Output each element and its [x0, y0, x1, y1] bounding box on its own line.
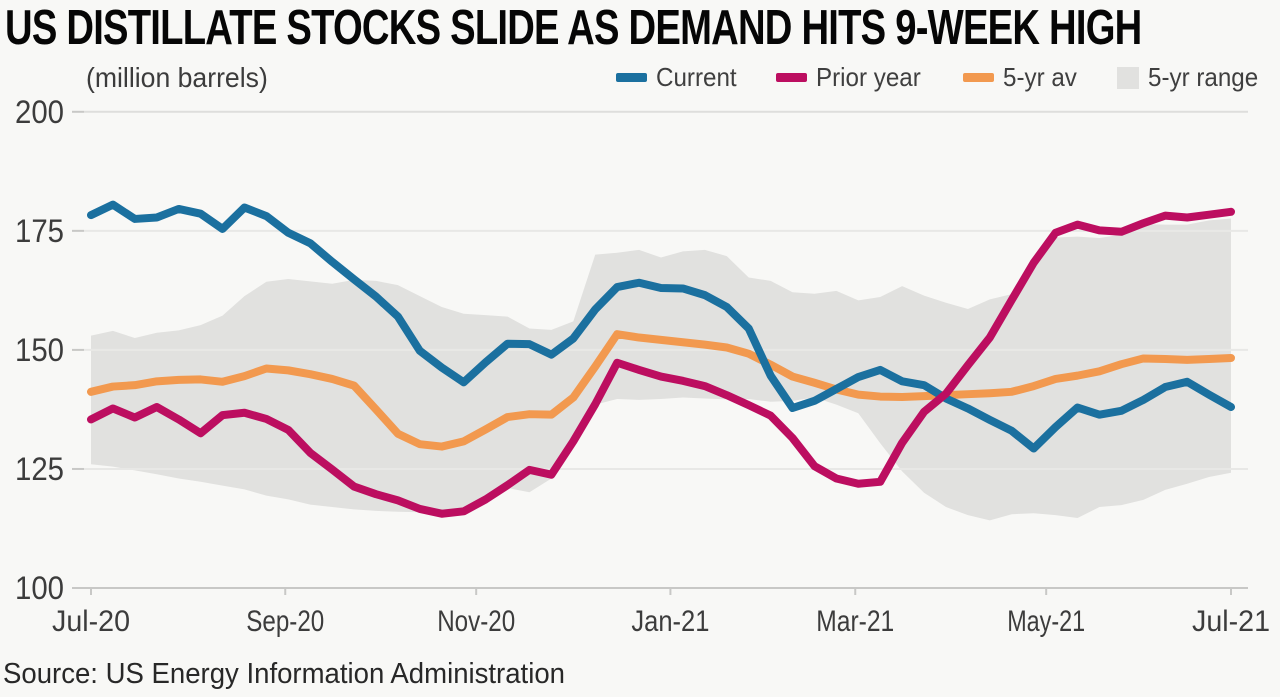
legend-swatch: [615, 73, 647, 82]
legend-item-5-yr-range: 5-yr range: [1116, 62, 1267, 93]
x-axis-label: May-21: [1007, 605, 1085, 638]
legend-item-prior-year: Prior year: [776, 62, 929, 93]
chart-unit-label: (million barrels): [86, 62, 268, 93]
source-note: Source: US Energy Information Administra…: [3, 658, 565, 690]
legend-label: 5-yr av: [1003, 62, 1077, 92]
y-axis-label: 125: [15, 451, 64, 487]
y-axis-label: 175: [15, 213, 64, 249]
series-line-current: [87, 200, 1235, 453]
legend-item-current: Current: [615, 62, 743, 93]
legend-label: Current: [655, 62, 737, 92]
series-line-5-yr-av: [87, 330, 1235, 451]
x-axis-label: Nov-20: [437, 605, 515, 638]
legend-label: 5-yr range: [1147, 62, 1258, 92]
x-axis-label: Jan-21: [631, 605, 709, 638]
legend: Current Prior year 5-yr av 5-yr range: [615, 62, 1267, 93]
y-axis-label: 200: [15, 94, 64, 130]
chart-title: US DISTILLATE STOCKS SLIDE AS DEMAND HIT…: [5, 1, 1142, 55]
legend-swatch: [776, 73, 808, 82]
x-axis-label: Jul-20: [52, 605, 130, 638]
x-axis-label: Mar-21: [816, 605, 894, 638]
y-axis-label: 150: [15, 332, 64, 368]
legend-swatch: [1116, 66, 1139, 89]
x-axis-label: Jul-21: [1192, 605, 1270, 638]
x-axis-label: Sep-20: [246, 605, 324, 638]
legend-label: Prior year: [816, 62, 922, 92]
legend-swatch: [963, 73, 995, 82]
legend-item-5-yr-av: 5-yr av: [963, 62, 1082, 93]
y-axis-label: 100: [15, 570, 64, 606]
series-line-prior-year: [87, 207, 1235, 518]
